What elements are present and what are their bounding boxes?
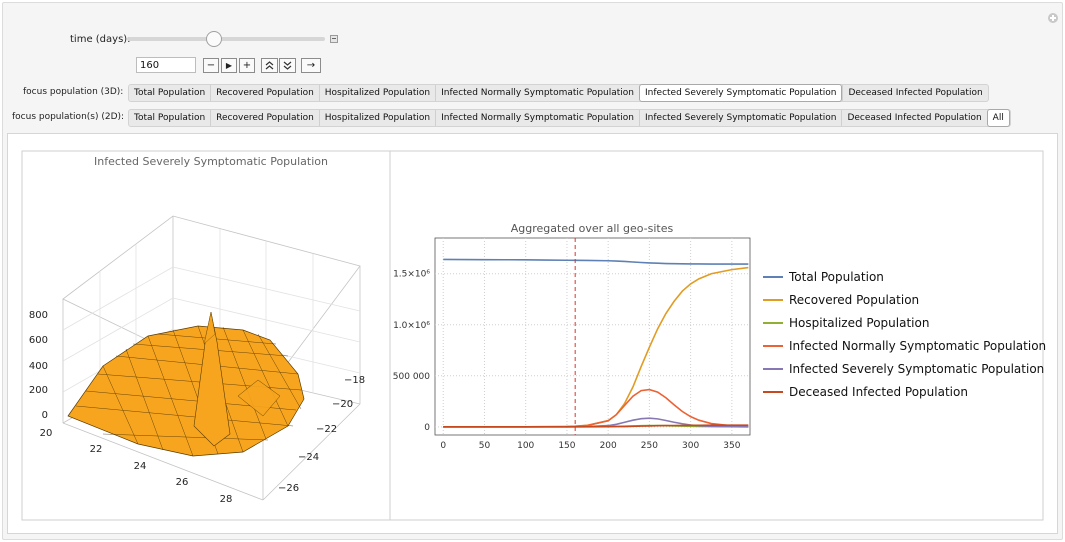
x-tick: 22 (90, 444, 103, 455)
focus-2d-tab-all[interactable]: All (986, 109, 1010, 127)
y-tick-label: 500 000 (393, 372, 430, 382)
add-panel-icon[interactable] (1048, 13, 1058, 23)
x-tick: 24 (134, 461, 147, 472)
collapse-controls-icon[interactable] (330, 35, 338, 43)
output-panel: Infected Severely Symptomatic Population (7, 133, 1058, 534)
legend-label: Infected Normally Symptomatic Population (789, 339, 1046, 353)
legend-label: Hospitalized Population (789, 316, 929, 330)
double-chevron-up-icon (265, 61, 274, 70)
x-tick-label: 50 (479, 441, 491, 451)
z-tick: 200 (29, 385, 48, 396)
legend-label: Infected Severely Symptomatic Population (789, 362, 1044, 376)
y-tick: −24 (298, 452, 319, 463)
legend-label: Recovered Population (789, 293, 919, 307)
x-tick-label: 200 (600, 441, 617, 451)
step-back-button[interactable]: − (203, 58, 219, 73)
time-value-field[interactable]: 160 (136, 57, 196, 73)
x-tick-label: 100 (517, 441, 534, 451)
focus-2d-tab-deceased-infected-population[interactable]: Deceased Infected Population (841, 110, 986, 126)
output-graphics: Infected Severely Symptomatic Population (21, 150, 1046, 521)
chart-series (443, 258, 749, 428)
y-tick-label: 0 (424, 423, 430, 433)
time-slider-knob[interactable] (206, 31, 223, 47)
play-button[interactable]: ▶ (221, 58, 237, 73)
time-slider-track[interactable] (127, 37, 325, 41)
focus-2d-tab-infected-normally-symptomatic-population[interactable]: Infected Normally Symptomatic Population (435, 110, 639, 126)
focus-3d-tab-total-population[interactable]: Total Population (134, 88, 206, 98)
faster-button[interactable] (261, 58, 278, 73)
time-label: time (days): (70, 34, 131, 45)
z-tick: 600 (29, 335, 48, 346)
series-line-total-population (443, 258, 749, 265)
slower-button[interactable] (279, 58, 296, 73)
x-tick-label: 150 (558, 441, 575, 451)
chart-ticks: 0 50 100 150 200 250 300 350 0 500 000 1.0×10⁶ 1.5×… (393, 270, 741, 451)
legend-label: Deceased Infected Population (789, 385, 968, 399)
chart-plot-area (434, 237, 751, 436)
z-tick: 800 (29, 310, 48, 321)
focus-2d-label: focus population(s) (2D): (12, 112, 125, 122)
x-tick-label: 350 (723, 441, 740, 451)
x-tick-label: 300 (682, 441, 699, 451)
y-tick-label: 1.0×10⁶ (393, 321, 430, 331)
focus-3d-tab-infected-severely-symptomatic-population[interactable]: Infected Severely Symptomatic Population (639, 84, 843, 102)
focus-2d-tab-total-population[interactable]: Total Population (134, 113, 206, 123)
double-chevron-down-icon (283, 61, 292, 70)
focus-2d-tabs: Total Population Recovered Population Hosp… (128, 109, 1011, 127)
y-tick: −18 (344, 375, 365, 386)
graphics-frame (21, 150, 1044, 521)
step-forward-button[interactable]: + (239, 58, 255, 73)
x-tick-label: 0 (440, 441, 446, 451)
x-tick: 20 (40, 428, 53, 439)
x-tick-label: 250 (641, 441, 658, 451)
focus-3d-tabs: Total Population Recovered Population Hosp… (128, 84, 989, 102)
chart-title: Aggregated over all geo-sites (511, 222, 674, 235)
x-tick: 28 (220, 494, 233, 505)
series-line-deceased-infected-population (443, 424, 749, 428)
focus-2d-tab-recovered-population[interactable]: Recovered Population (210, 110, 319, 126)
focus-3d-tab-infected-normally-symptomatic-population[interactable]: Infected Normally Symptomatic Population (435, 85, 639, 101)
z-tick: 0 (42, 410, 48, 421)
direction-button[interactable]: → (301, 58, 321, 73)
focus-3d-tab-recovered-population[interactable]: Recovered Population (210, 85, 319, 101)
plot3d-surface (67, 311, 305, 457)
y-tick: −22 (316, 424, 337, 435)
chart-legend: Total Population Recovered Population Hosp… (763, 270, 1046, 399)
focus-3d-label: focus population (3D): (23, 87, 124, 97)
y-tick: −26 (278, 483, 299, 494)
z-tick: 400 (29, 361, 48, 372)
y-tick: −20 (332, 399, 353, 410)
focus-2d-tab-infected-severely-symptomatic-population[interactable]: Infected Severely Symptomatic Population (639, 110, 841, 126)
y-tick-label: 1.5×10⁶ (393, 270, 430, 280)
plot3d-title: Infected Severely Symptomatic Population (94, 155, 328, 168)
focus-3d-tab-deceased-infected-population[interactable]: Deceased Infected Population (842, 85, 987, 101)
focus-3d-tab-hospitalized-population[interactable]: Hospitalized Population (318, 85, 435, 101)
focus-2d-tab-hospitalized-population[interactable]: Hospitalized Population (318, 110, 435, 126)
legend-label: Total Population (788, 270, 884, 284)
x-tick: 26 (176, 477, 189, 488)
